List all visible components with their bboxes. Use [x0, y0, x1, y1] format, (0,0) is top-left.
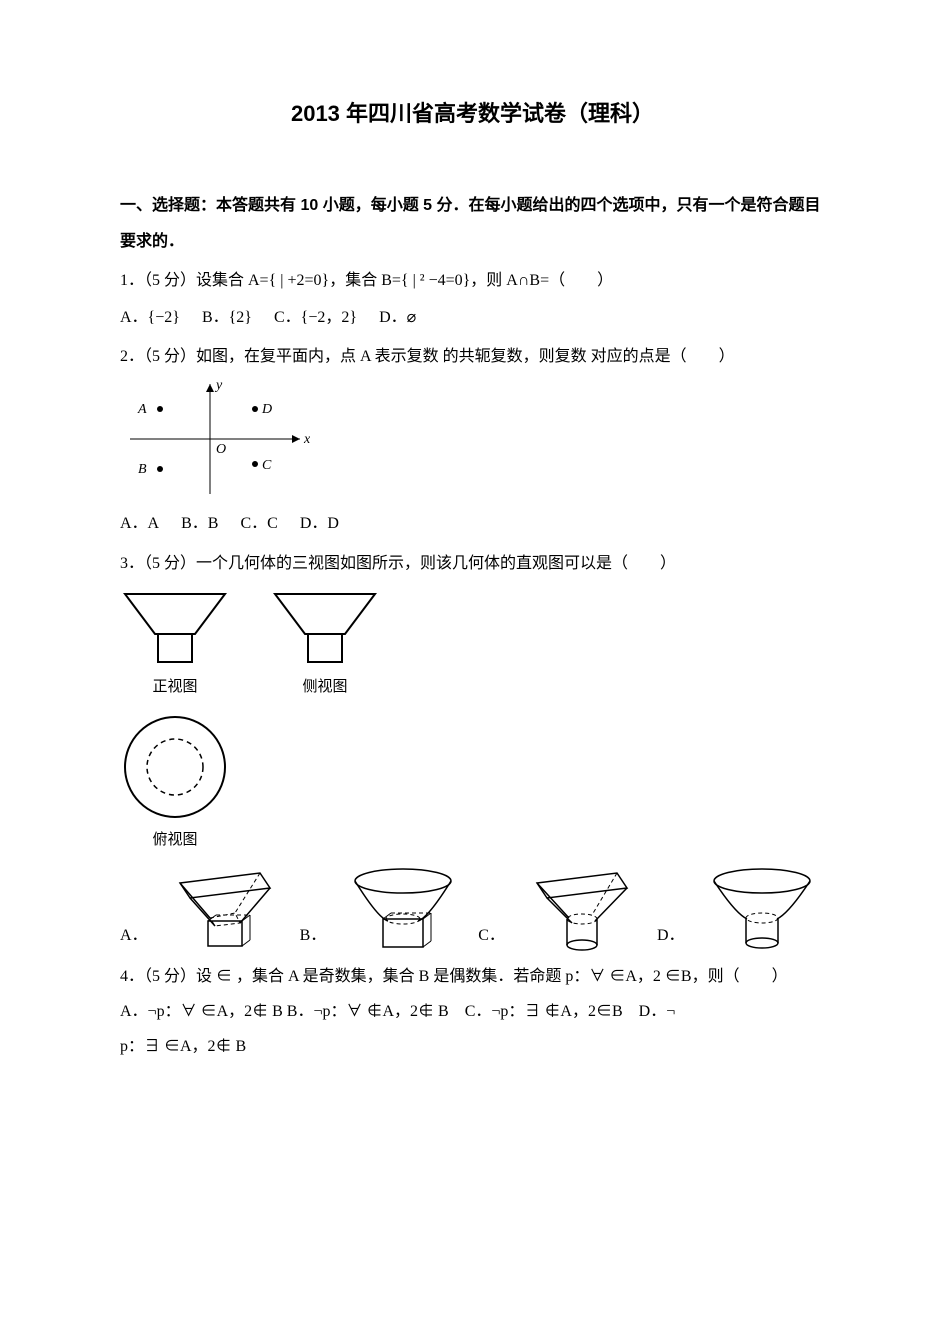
section-header: 一、选择题：本答题共有 10 小题，每小题 5 分．在每小题给出的四个选项中，只… — [120, 188, 825, 258]
shape-c-icon — [527, 863, 637, 953]
svg-text:O: O — [216, 442, 226, 457]
q3-optC: C． — [478, 918, 505, 953]
q3-front-view: 正视图 — [120, 589, 230, 704]
q3-optA: A． — [120, 918, 148, 953]
q3-optD: D． — [657, 918, 685, 953]
front-label: 正视图 — [120, 671, 230, 704]
q1-options: A．{−2} B．{2} C．{−2，2} D．⌀ — [120, 300, 825, 335]
q3-side-view: 侧视图 — [270, 589, 380, 704]
shape-d-icon — [707, 863, 817, 953]
q2-figure: x y O A B C D — [120, 374, 825, 504]
svg-text:B: B — [138, 462, 147, 477]
q1-optB: B．{2} — [202, 300, 252, 335]
q2-optB: B．B — [181, 506, 218, 541]
q4-text: 4．（5 分）设 ∈ ，集合 A 是奇数集，集合 B 是偶数集．若命题 p：∀ … — [120, 959, 825, 994]
shape-a-icon — [170, 863, 280, 953]
q1-optA: A．{−2} — [120, 300, 180, 335]
svg-text:D: D — [261, 402, 272, 417]
q3-views-row2: 俯视图 — [120, 712, 825, 857]
q2-text: 2．（5 分）如图，在复平面内，点 A 表示复数 的共轭复数，则复数 对应的点是… — [120, 339, 825, 374]
q3-views-row1: 正视图 侧视图 — [120, 589, 825, 704]
q3-text: 3．（5 分）一个几何体的三视图如图所示，则该几何体的直观图可以是（ ） — [120, 546, 825, 581]
svg-text:C: C — [262, 458, 272, 473]
q4-line3: p：∃ ∈A，2∉ B — [120, 1029, 825, 1064]
q4-line2: A．¬p：∀ ∈A，2∉ B B．¬p：∀ ∉A，2∉ B C．¬p：∃ ∉A，… — [120, 994, 825, 1029]
svg-text:y: y — [214, 378, 223, 393]
q1-optD: D．⌀ — [379, 300, 416, 335]
page-title: 2013 年四川省高考数学试卷（理科） — [120, 90, 825, 138]
q2-optA: A．A — [120, 506, 159, 541]
q3-top-view: 俯视图 — [120, 712, 230, 857]
svg-text:A: A — [137, 402, 147, 417]
side-label: 侧视图 — [270, 671, 380, 704]
svg-text:x: x — [303, 432, 310, 447]
q2-optC: C．C — [240, 506, 277, 541]
q2-optD: D．D — [300, 506, 339, 541]
shape-b-icon — [348, 863, 458, 953]
top-label: 俯视图 — [120, 824, 230, 857]
q2-options: A．A B．B C．C D．D — [120, 506, 825, 541]
q3-options-row: A． B． C． — [120, 863, 825, 953]
q1-optC: C．{−2，2} — [274, 300, 357, 335]
q1-text: 1．（5 分）设集合 A={ | +2=0}，集合 B={ | ² −4=0}，… — [120, 263, 825, 298]
q3-optB: B． — [300, 918, 327, 953]
